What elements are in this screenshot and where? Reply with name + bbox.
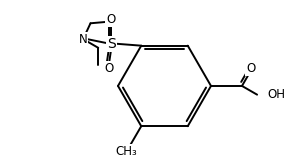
Text: O: O [246,62,255,75]
Text: S: S [107,37,115,51]
Text: O: O [105,62,114,75]
Text: CH₃: CH₃ [116,145,138,158]
Text: N: N [79,33,88,46]
Text: OH: OH [268,88,285,101]
Text: O: O [106,13,116,26]
